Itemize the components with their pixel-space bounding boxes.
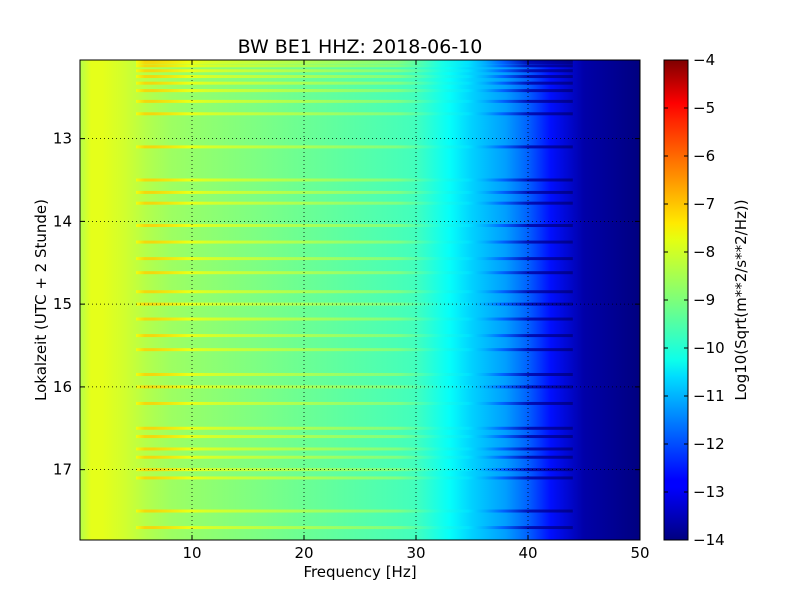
spectrogram-line (136, 60, 573, 62)
spectrogram-line (136, 201, 573, 205)
spectrogram-line (136, 526, 573, 530)
spectrogram-line (136, 178, 573, 182)
spectrogram-line (136, 75, 573, 79)
spectrogram-line (136, 509, 573, 513)
spectrogram-line (136, 257, 573, 261)
x-tick-label: 30 (406, 544, 425, 562)
spectrogram-line (136, 240, 573, 244)
spectrogram-line (136, 468, 573, 472)
colorbar-axis: −4 −5 −6 −7 −8 −9 −10 −11 −12 −13 −14 (664, 51, 725, 549)
colorbar-tick-label: −5 (693, 99, 715, 117)
spectrogram-line (136, 455, 573, 459)
spectrogram-line (136, 99, 573, 103)
y-axis: 13 14 15 16 17 (53, 130, 640, 479)
colorbar-tick-label: −4 (693, 51, 715, 69)
spectrogram-area (80, 60, 640, 540)
plot-frame (79, 59, 641, 541)
spectrogram-line (136, 302, 573, 306)
colorbar-tick-label: −9 (693, 291, 715, 309)
spectrogram-line (136, 334, 573, 338)
colorbar-tick-label: −10 (693, 339, 725, 357)
spectrogram-line (136, 271, 573, 275)
colorbar-tick-label: −14 (693, 531, 725, 549)
spectrogram-line (136, 348, 573, 352)
y-tick-label: 17 (53, 461, 72, 479)
spectrogram-line (136, 317, 573, 321)
x-axis: 10 20 30 40 50 (182, 60, 650, 562)
colorbar-tick-label: −6 (693, 147, 715, 165)
y-tick-label: 15 (53, 295, 72, 313)
spectrogram-line (136, 224, 573, 228)
spectrogram-line (136, 145, 573, 149)
x-tick-label: 20 (294, 544, 313, 562)
spectrogram-line (136, 372, 573, 376)
y-axis-label: Lokalzeit (UTC + 2 Stunde) (32, 199, 50, 401)
x-tick-label: 10 (182, 544, 201, 562)
spectrogram-line (136, 435, 573, 439)
y-tick-label: 13 (53, 130, 72, 148)
spectrogram-line (136, 64, 573, 68)
spectrogram-line (136, 60, 573, 64)
spectrogram-line (136, 476, 573, 480)
spectrogram-line (136, 69, 573, 73)
spectrogram-line (136, 447, 573, 451)
colorbar-label: Log10(Sqrt(m**2/s**2/Hz)) (732, 199, 750, 400)
y-tick-label: 14 (53, 212, 72, 230)
spectrogram-line (136, 81, 573, 85)
x-axis-label: Frequency [Hz] (303, 563, 416, 581)
spectrogram-line (136, 401, 573, 405)
colorbar-tick-label: −13 (693, 483, 725, 501)
spectrogram-line (136, 385, 573, 389)
spectrogram-base (80, 60, 640, 540)
spectrogram-line (136, 89, 573, 93)
spectrogram-bright-lines (136, 60, 573, 530)
x-tick-label: 40 (518, 544, 537, 562)
y-tick-label: 16 (53, 378, 72, 396)
colorbar-tick-label: −12 (693, 435, 725, 453)
spectrogram-line (136, 426, 573, 430)
colorbar-tick-label: −7 (693, 195, 715, 213)
x-tick-label: 50 (630, 544, 649, 562)
spectrogram-line (136, 190, 573, 194)
chart-title: BW BE1 HHZ: 2018-06-10 (238, 36, 483, 58)
spectrogram-line (136, 290, 573, 294)
colorbar-tick-label: −11 (693, 387, 725, 405)
spectrogram-line (136, 112, 573, 116)
grid-lines (80, 60, 640, 540)
colorbar-tick-label: −8 (693, 243, 715, 261)
